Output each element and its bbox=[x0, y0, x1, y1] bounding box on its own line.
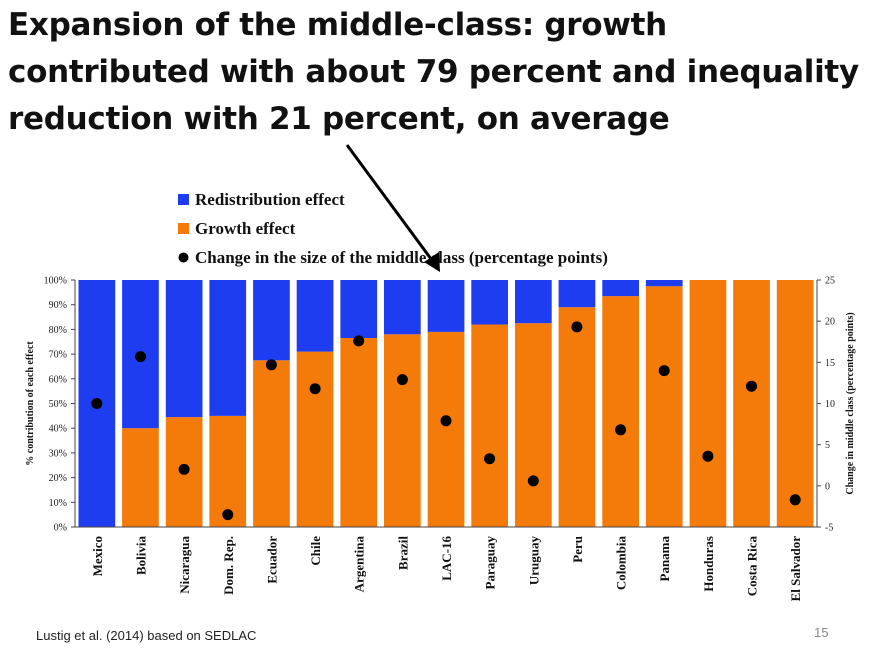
y-tick-label-5: 50% bbox=[49, 399, 67, 410]
x-tick-label-14: Honduras bbox=[701, 536, 716, 592]
slide-number: 15 bbox=[814, 625, 829, 640]
y-tick-label-9: 90% bbox=[49, 300, 67, 311]
y-tick-label-7: 70% bbox=[49, 350, 67, 361]
point-middle-class-change-1 bbox=[135, 351, 146, 363]
x-tick-label-9: Paraguay bbox=[483, 536, 498, 590]
y2-tick-label-0: -5 bbox=[825, 523, 833, 534]
y2-tick-label-4: 15 bbox=[825, 358, 835, 369]
legend-middle-class-change-label: Change in the size of the middle class (… bbox=[195, 248, 608, 267]
y-axis-title: % contribution of each effect bbox=[25, 341, 36, 466]
y2-tick-label-5: 20 bbox=[825, 317, 835, 328]
point-middle-class-change-13 bbox=[658, 365, 670, 377]
bar-redistribution-6 bbox=[340, 280, 378, 338]
point-middle-class-change-5 bbox=[309, 383, 321, 395]
bar-growth-14 bbox=[689, 280, 727, 527]
x-tick-label-13: Panama bbox=[657, 536, 672, 582]
y-tick-label-8: 80% bbox=[49, 325, 67, 336]
point-middle-class-change-3 bbox=[222, 509, 234, 521]
legend-growth-label: Growth effect bbox=[195, 219, 296, 238]
point-middle-class-change-2 bbox=[178, 463, 190, 475]
point-middle-class-change-10 bbox=[527, 475, 539, 487]
point-middle-class-change-9 bbox=[484, 453, 496, 465]
bar-redistribution-8 bbox=[427, 280, 465, 332]
y-tick-label-4: 40% bbox=[49, 424, 67, 435]
legend-middle-class-change-swatch bbox=[178, 252, 189, 263]
y-tick-label-10: 100% bbox=[44, 276, 67, 287]
chart-legend: Redistribution effect Growth effect Change… bbox=[178, 190, 608, 267]
point-middle-class-change-11 bbox=[571, 321, 583, 333]
x-tick-label-1: Bolivia bbox=[134, 536, 149, 576]
bar-redistribution-5 bbox=[296, 280, 334, 352]
legend-redistribution-swatch bbox=[178, 194, 189, 205]
point-middle-class-change-15 bbox=[746, 380, 757, 392]
bar-redistribution-11 bbox=[558, 280, 596, 308]
bar-growth-9 bbox=[471, 324, 508, 527]
x-tick-label-0: Mexico bbox=[90, 536, 105, 576]
bar-redistribution-3 bbox=[209, 280, 247, 416]
y-tick-label-0: 0% bbox=[54, 523, 67, 534]
bar-growth-1 bbox=[122, 428, 159, 527]
bar-growth-5 bbox=[296, 351, 334, 527]
point-middle-class-change-7 bbox=[396, 374, 408, 386]
bar-growth-12 bbox=[602, 296, 639, 527]
y-tick-label-1: 10% bbox=[49, 498, 67, 509]
bar-growth-10 bbox=[515, 323, 552, 527]
y-tick-label-2: 20% bbox=[49, 473, 67, 484]
bar-growth-4 bbox=[253, 360, 290, 527]
bar-redistribution-13 bbox=[645, 280, 683, 287]
point-middle-class-change-4 bbox=[265, 359, 277, 371]
points-group bbox=[91, 321, 801, 521]
bar-growth-3 bbox=[209, 415, 247, 527]
bar-growth-16 bbox=[776, 280, 814, 527]
y-tick-label-6: 60% bbox=[49, 374, 67, 385]
x-tick-label-12: Colombia bbox=[614, 536, 629, 591]
bar-redistribution-4 bbox=[253, 280, 290, 361]
bar-redistribution-2 bbox=[165, 280, 203, 418]
point-middle-class-change-12 bbox=[615, 424, 627, 436]
x-tick-label-16: El Salvador bbox=[788, 536, 803, 602]
bar-redistribution-7 bbox=[384, 280, 421, 335]
y-tick-label-3: 30% bbox=[49, 448, 67, 459]
legend-redistribution-label: Redistribution effect bbox=[195, 190, 345, 209]
bar-growth-11 bbox=[558, 307, 596, 527]
point-middle-class-change-0 bbox=[91, 398, 103, 409]
bar-growth-6 bbox=[340, 338, 378, 527]
bar-growth-15 bbox=[733, 280, 770, 527]
point-middle-class-change-8 bbox=[440, 415, 452, 427]
y2-tick-label-3: 10 bbox=[825, 399, 835, 410]
x-tick-label-6: Argentina bbox=[352, 536, 367, 593]
y2-axis-title: Change in middle class (percentage point… bbox=[845, 312, 856, 494]
y2-tick-label-6: 25 bbox=[825, 276, 835, 287]
x-tick-label-3: Dom. Rep. bbox=[221, 536, 236, 595]
y2-tick-label-2: 5 bbox=[825, 440, 830, 451]
point-middle-class-change-6 bbox=[353, 335, 365, 347]
bar-growth-7 bbox=[384, 334, 421, 527]
annotation-arrow bbox=[345, 144, 440, 272]
axes-group: Mexico Bolivia Nicaragua Dom. Rep. Ecuador Ch… bbox=[25, 276, 856, 602]
x-tick-label-8: LAC-16 bbox=[439, 536, 454, 581]
bar-growth-13 bbox=[645, 286, 683, 527]
slide-title: Expansion of the middle-class: growth co… bbox=[8, 7, 859, 137]
point-middle-class-change-16 bbox=[789, 494, 801, 506]
bar-redistribution-10 bbox=[515, 280, 552, 324]
point-middle-class-change-14 bbox=[702, 450, 714, 462]
legend-growth-swatch bbox=[178, 223, 189, 234]
bar-growth-8 bbox=[427, 331, 465, 527]
x-tick-label-11: Peru bbox=[570, 536, 585, 563]
x-tick-label-15: Costa Rica bbox=[745, 536, 760, 597]
bar-redistribution-9 bbox=[471, 280, 508, 325]
source-note: Lustig et al. (2014) based on SEDLAC bbox=[36, 628, 257, 643]
x-tick-label-4: Ecuador bbox=[264, 536, 279, 584]
bars-group bbox=[78, 280, 814, 527]
y2-tick-label-1: 0 bbox=[825, 481, 830, 492]
x-tick-label-2: Nicaragua bbox=[177, 536, 192, 594]
x-tick-label-10: Uruguay bbox=[526, 536, 541, 586]
x-tick-label-7: Brazil bbox=[395, 536, 410, 570]
x-tick-label-5: Chile bbox=[308, 536, 323, 566]
bar-redistribution-12 bbox=[602, 280, 639, 297]
